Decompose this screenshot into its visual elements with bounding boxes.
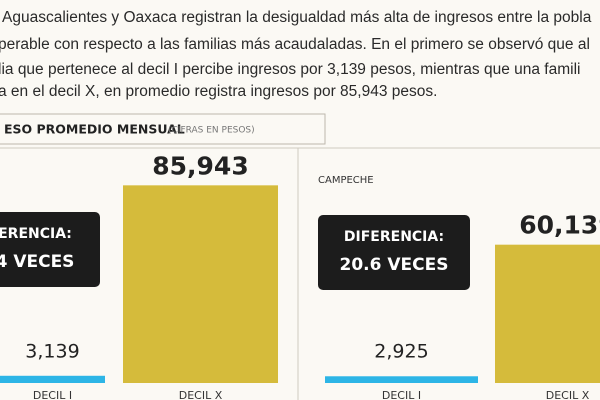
annotation-box: [318, 215, 470, 290]
section-note: (CIFRAS EN PESOS): [168, 126, 255, 136]
annotation: ERENCIA:: [0, 226, 72, 242]
annotation-box: [0, 212, 100, 287]
section-title: ESO PROMEDIO MENSUAL: [4, 122, 185, 137]
x-tick-label: DECIL I: [33, 389, 72, 400]
bar: [495, 244, 600, 383]
annotation: 4 VECES: [0, 252, 74, 272]
bar: [325, 376, 478, 383]
x-tick-label: DECIL X: [546, 389, 590, 400]
value-label: 3,139: [25, 341, 79, 363]
value-label: 60,139: [519, 211, 600, 240]
intro-line: lia que pertenece al decil I percibe ing…: [0, 61, 580, 78]
x-tick-label: DECIL I: [382, 389, 421, 400]
value-label: 85,943: [152, 151, 248, 180]
section-header-box: [0, 113, 326, 145]
intro-line: perable con respecto a las familias más …: [0, 36, 590, 53]
intro-line: a en el decil X, en promedio registra in…: [0, 83, 437, 100]
bar: [0, 375, 105, 383]
annotation: 20.6 VECES: [340, 255, 449, 275]
chart-title: CAMPECHE: [318, 175, 374, 186]
annotation: DIFERENCIA:: [344, 229, 444, 245]
bar: [123, 185, 278, 383]
intro-line: Aguascalientes y Oaxaca registran la des…: [2, 9, 592, 26]
x-tick-label: DECIL X: [179, 389, 223, 400]
value-label: 2,925: [374, 341, 428, 363]
